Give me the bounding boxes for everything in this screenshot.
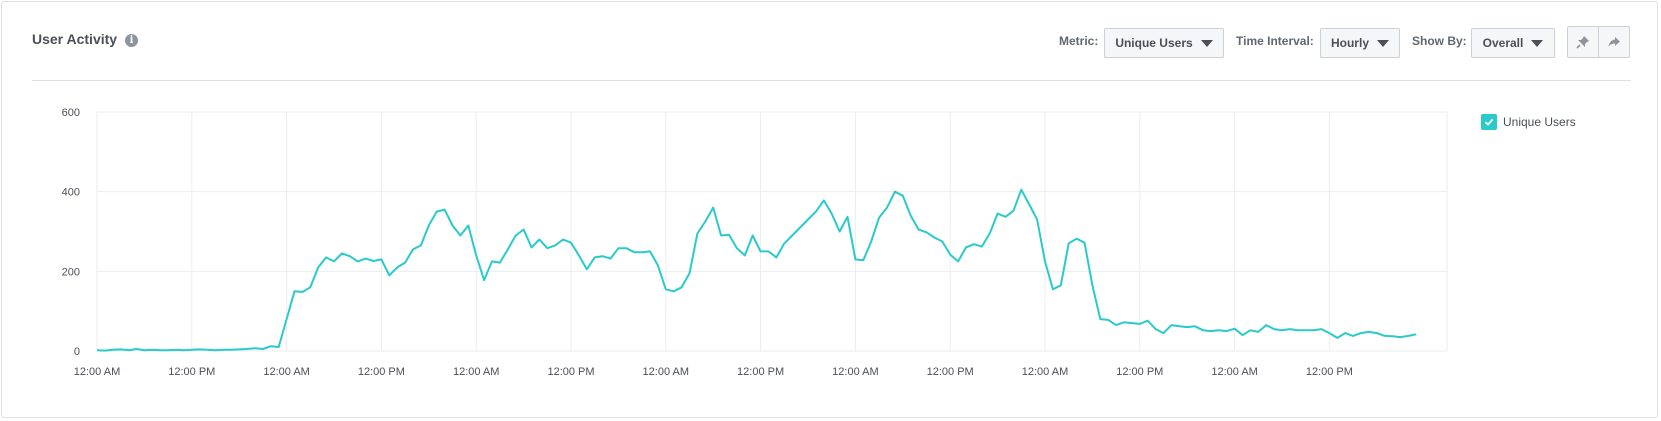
x-tick-label: 12:00 PM: [168, 366, 215, 378]
x-tick-label: 12:00 PM: [1116, 366, 1163, 378]
share-icon: [1608, 37, 1620, 47]
x-tick-label: 12:00 PM: [927, 366, 974, 378]
metric-dropdown[interactable]: Unique Users: [1104, 28, 1224, 58]
chevron-down-icon: [1200, 39, 1213, 47]
y-tick-label: 400: [62, 187, 80, 199]
x-tick-label: 12:00 AM: [832, 366, 878, 378]
header-divider: [32, 80, 1631, 81]
x-tick-label: 12:00 PM: [737, 366, 784, 378]
legend-label: Unique Users: [1503, 115, 1576, 129]
y-axis: 0 200 400 600: [62, 107, 80, 358]
x-tick-label: 12:00 PM: [358, 366, 405, 378]
share-button[interactable]: [1598, 26, 1630, 58]
x-tick-label: 12:00 AM: [453, 366, 499, 378]
chevron-down-icon: [1377, 39, 1389, 47]
x-tick-label: 12:00 AM: [643, 366, 689, 378]
x-tick-label: 12:00 AM: [263, 366, 309, 378]
x-tick-label: 12:00 AM: [1211, 366, 1257, 378]
y-tick-label: 200: [62, 266, 80, 278]
x-tick-label: 12:00 PM: [1306, 366, 1353, 378]
interval-dropdown[interactable]: Hourly: [1320, 28, 1400, 58]
checkbox-checked-icon[interactable]: [1481, 114, 1497, 130]
x-tick-label: 12:00 AM: [74, 366, 120, 378]
y-tick-label: 600: [62, 107, 80, 119]
interval-value: Hourly: [1330, 36, 1369, 50]
info-icon[interactable]: i: [125, 34, 138, 47]
metric-label: Metric:: [1059, 34, 1099, 48]
x-tick-label: 12:00 PM: [547, 366, 594, 378]
y-tick-label: 0: [74, 346, 80, 358]
metric-value: Unique Users: [1115, 36, 1193, 50]
showby-dropdown[interactable]: Overall: [1471, 28, 1555, 58]
page-title: User Activity: [32, 31, 118, 47]
pin-icon: [1576, 36, 1589, 49]
chevron-down-icon: [1531, 39, 1544, 47]
showby-value: Overall: [1482, 36, 1524, 50]
legend-item-unique-users[interactable]: Unique Users: [1481, 114, 1576, 130]
chart-grid: [96, 111, 1448, 352]
interval-label: Time Interval:: [1236, 34, 1314, 48]
x-tick-label: 12:00 AM: [1022, 366, 1068, 378]
showby-label: Show By:: [1412, 34, 1467, 48]
x-axis: 12:00 AM 12:00 PM 12:00 AM 12:00 PM 12:00 AM…: [74, 366, 1353, 378]
pin-button[interactable]: [1567, 26, 1599, 58]
series-line-unique-users: [96, 188, 1417, 352]
